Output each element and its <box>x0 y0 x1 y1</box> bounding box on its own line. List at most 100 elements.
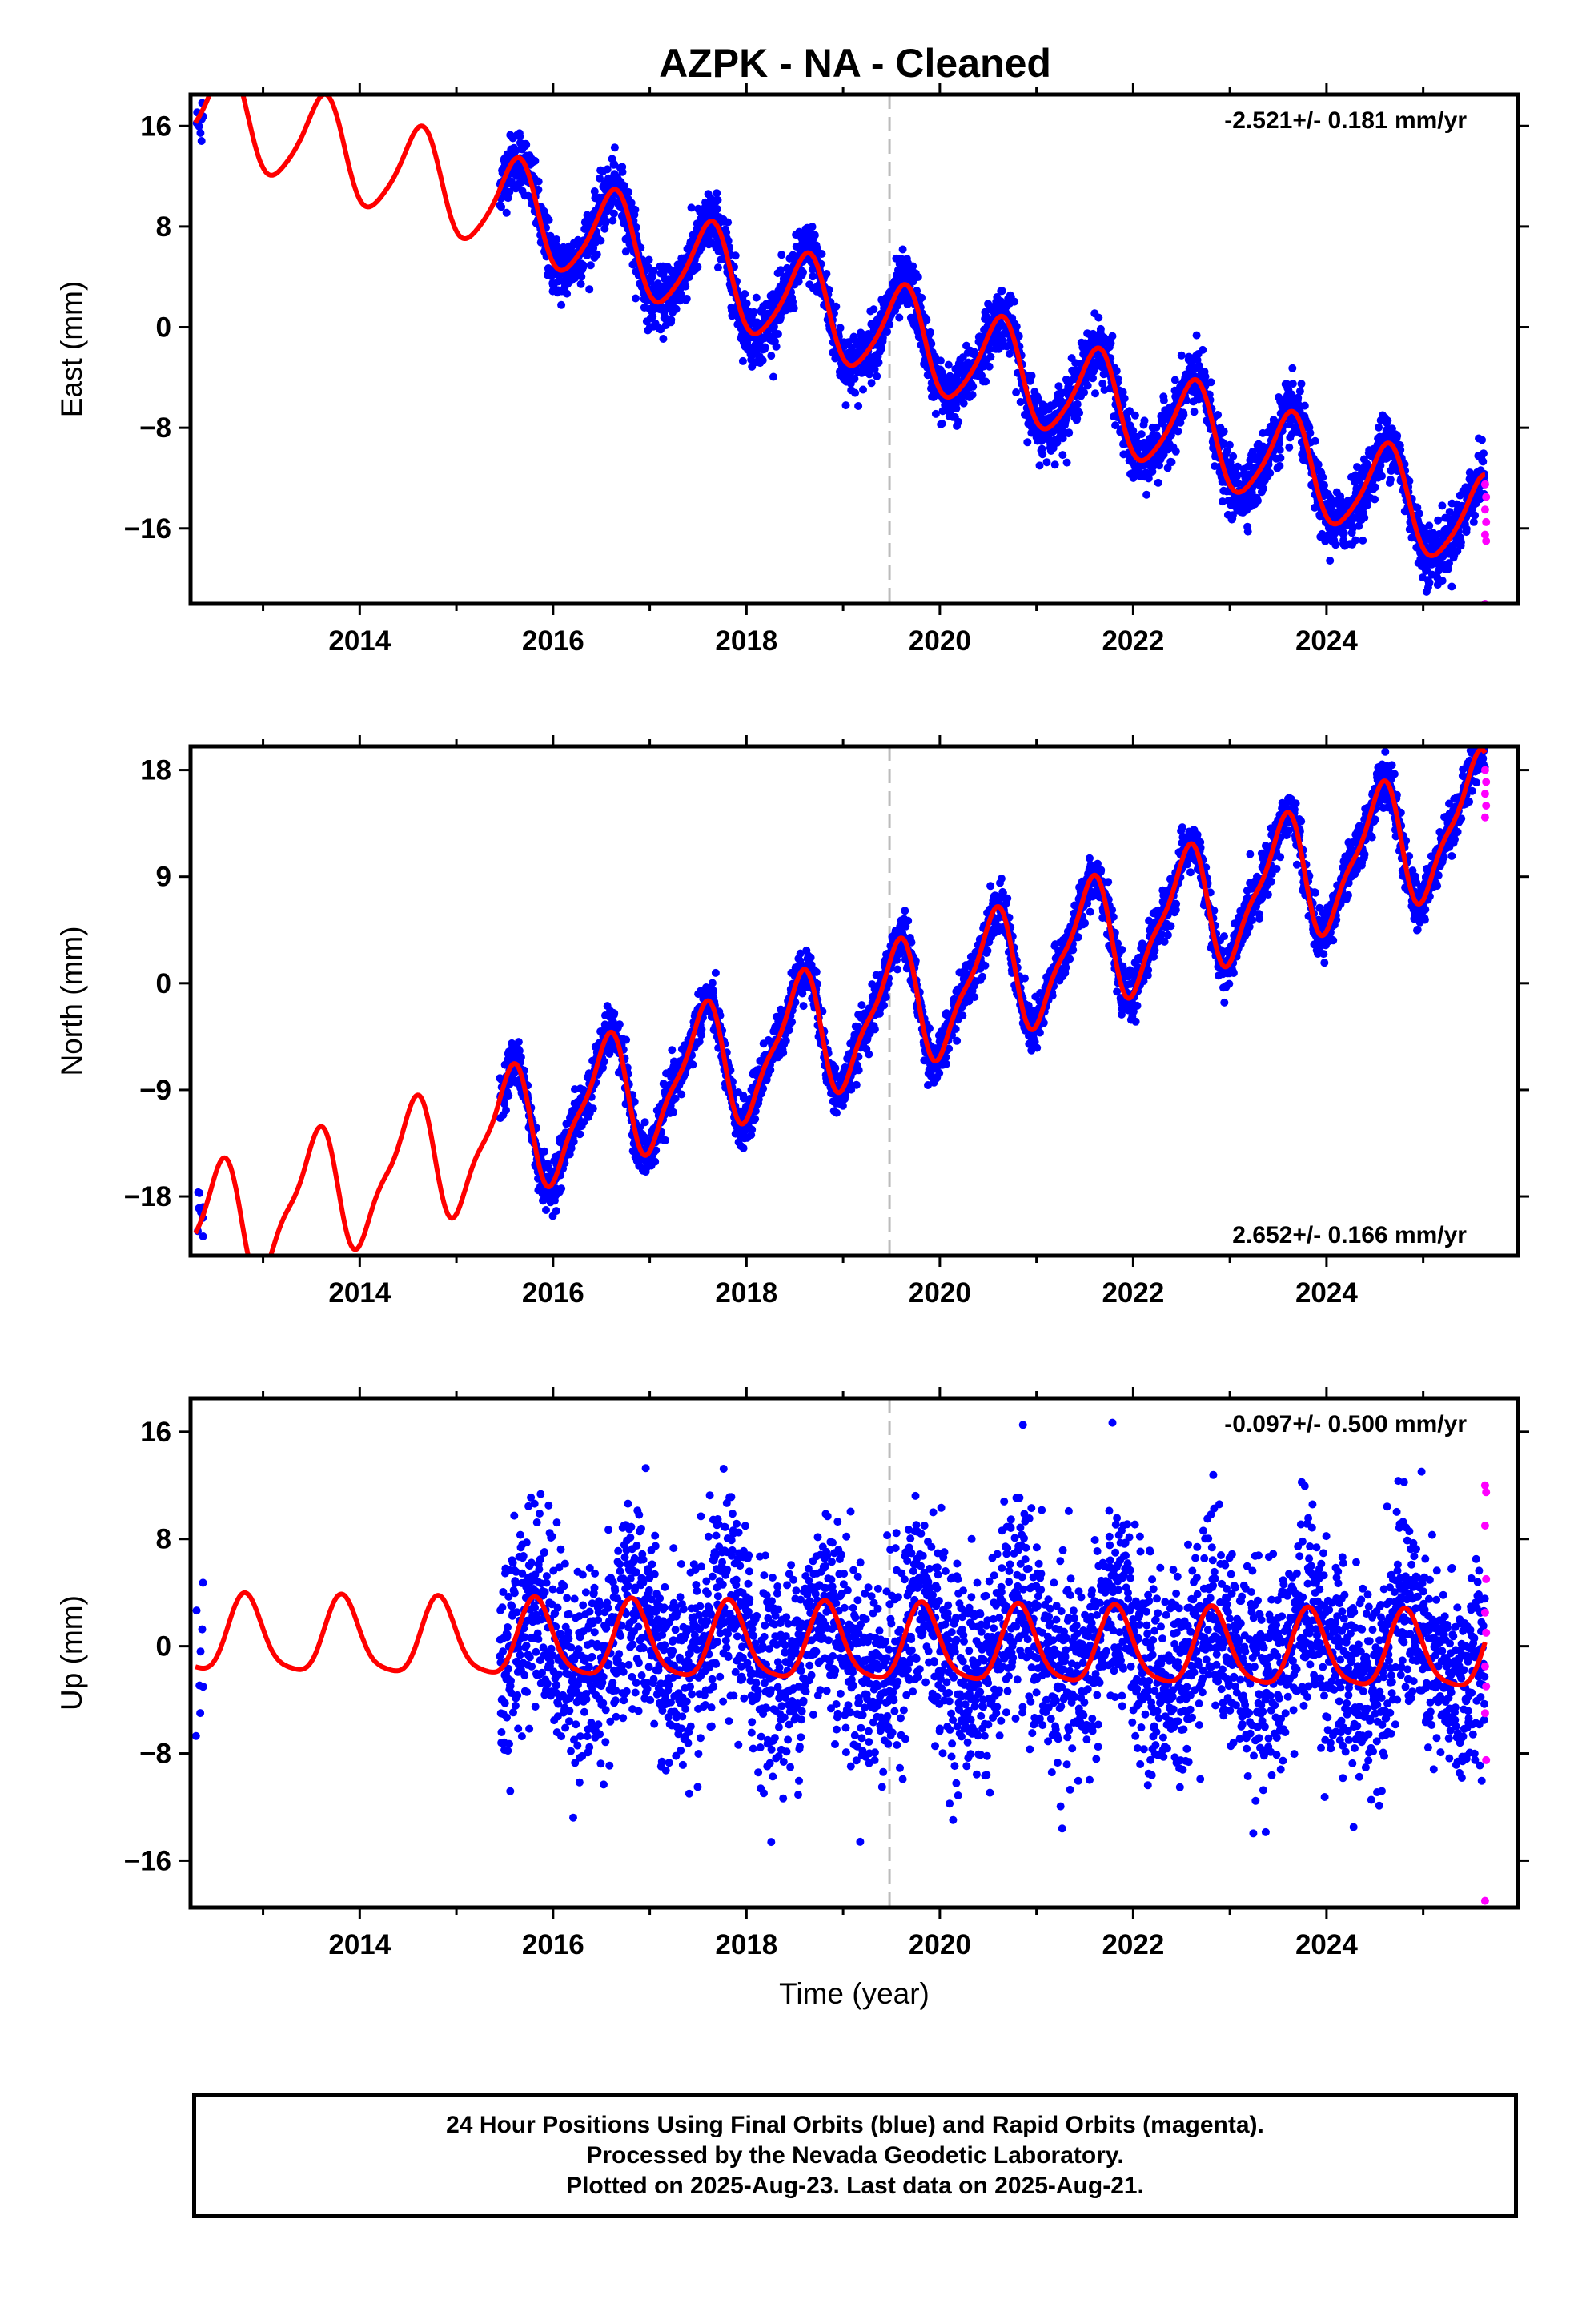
data-point <box>579 263 588 271</box>
data-point <box>1371 495 1379 504</box>
data-point <box>631 205 640 214</box>
data-point <box>1294 393 1303 402</box>
data-point <box>1462 525 1471 533</box>
data-point <box>772 342 781 351</box>
data-point <box>588 1104 597 1113</box>
data-point <box>968 391 977 399</box>
final-orbit-series <box>194 746 1489 1240</box>
data-point <box>926 328 934 336</box>
data-point <box>1339 529 1348 537</box>
data-point <box>869 305 878 314</box>
data-point <box>676 296 685 305</box>
data-point <box>850 374 859 383</box>
data-point <box>1106 339 1115 348</box>
data-point <box>505 187 514 196</box>
data-point <box>1479 457 1488 466</box>
data-point <box>1144 474 1153 483</box>
data-point <box>1038 450 1047 459</box>
data-point <box>1140 416 1149 425</box>
data-point <box>1297 380 1306 388</box>
data-point <box>779 1048 788 1057</box>
data-point <box>1326 557 1335 565</box>
data-point <box>552 1207 560 1216</box>
data-point <box>1065 428 1074 437</box>
data-point <box>1480 449 1488 458</box>
data-point <box>1266 468 1275 477</box>
data-point <box>998 287 1006 296</box>
data-point <box>1351 536 1359 545</box>
data-point <box>659 1080 668 1088</box>
data-point <box>1287 390 1296 399</box>
data-point <box>1288 364 1297 372</box>
data-point <box>669 1108 677 1116</box>
x-tick-label: 2014 <box>328 625 391 657</box>
data-point <box>514 1038 523 1047</box>
data-point <box>671 1094 680 1103</box>
data-point <box>809 272 817 281</box>
data-point <box>1311 436 1319 445</box>
data-point <box>1179 411 1188 420</box>
data-point <box>1152 423 1161 432</box>
data-point <box>1058 434 1067 443</box>
data-point <box>788 1018 797 1027</box>
data-point <box>822 270 831 278</box>
data-point <box>724 236 733 245</box>
data-point <box>722 228 731 237</box>
data-point <box>563 289 572 298</box>
data-point <box>632 223 640 231</box>
data-point <box>586 261 595 270</box>
data-point <box>944 360 953 369</box>
data-point <box>1023 438 1032 447</box>
data-point <box>567 1144 576 1152</box>
x-tick-label: 2016 <box>522 625 584 657</box>
data-point <box>583 251 592 259</box>
data-point <box>194 1188 203 1196</box>
data-point <box>1219 427 1228 436</box>
data-point <box>1423 565 1431 574</box>
data-point <box>1080 388 1089 396</box>
data-point <box>832 302 841 311</box>
velocity-annotation: -2.521+/- 0.181 mm/yr <box>1224 107 1467 134</box>
data-point <box>922 316 931 324</box>
x-tick-label: 2020 <box>909 625 971 657</box>
data-point <box>799 268 807 276</box>
data-point <box>540 1147 548 1156</box>
data-point <box>677 1090 686 1099</box>
data-point <box>1190 408 1199 416</box>
data-point <box>1478 436 1486 444</box>
data-point <box>854 402 863 410</box>
data-point <box>817 250 826 258</box>
data-point <box>1363 501 1372 509</box>
data-point <box>1159 396 1168 404</box>
data-point <box>836 324 845 332</box>
data-point <box>1371 483 1379 492</box>
rapid-point <box>1480 505 1489 514</box>
data-point <box>931 409 940 418</box>
data-point <box>1469 517 1478 526</box>
data-point <box>576 1130 584 1139</box>
data-point <box>1108 332 1117 340</box>
data-point <box>870 365 879 373</box>
data-point <box>1456 538 1465 547</box>
data-point <box>1295 387 1304 396</box>
data-point <box>1130 411 1139 420</box>
data-point <box>938 420 946 428</box>
data-point <box>1035 461 1044 470</box>
data-point <box>1062 414 1071 423</box>
plot-frame <box>188 92 1520 606</box>
data-point <box>1171 447 1180 456</box>
data-point <box>708 979 717 987</box>
data-point <box>713 205 721 213</box>
data-point <box>610 1009 619 1018</box>
data-point <box>895 313 904 322</box>
data-point <box>917 293 926 302</box>
data-point <box>742 299 751 308</box>
data-point <box>649 267 658 275</box>
data-point <box>596 236 605 245</box>
data-point <box>569 1137 578 1146</box>
data-point <box>608 1018 617 1027</box>
data-point <box>1233 462 1242 471</box>
data-point <box>1089 374 1097 383</box>
data-point <box>789 304 798 312</box>
